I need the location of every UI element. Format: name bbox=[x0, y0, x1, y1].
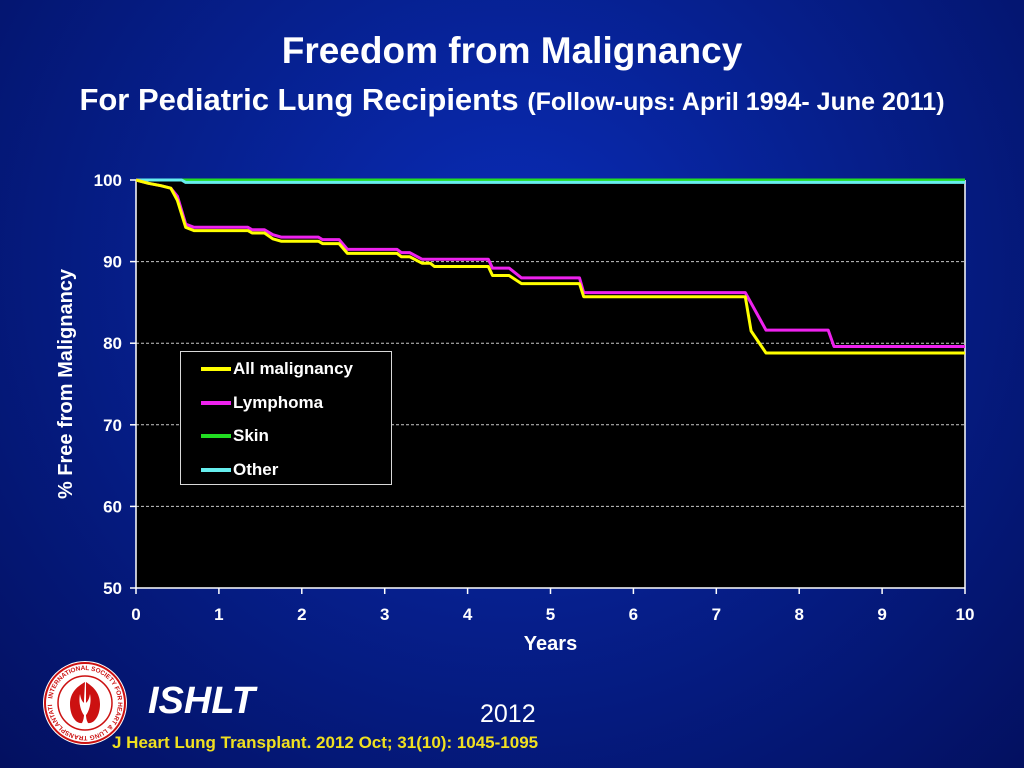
subtitle-detail: (Follow-ups: April 1994- June 2011) bbox=[527, 88, 945, 116]
series-layer bbox=[135, 178, 965, 355]
legend-label: Lymphoma bbox=[233, 393, 324, 412]
x-tick-label: 6 bbox=[629, 605, 638, 624]
y-tick-label: 70 bbox=[103, 416, 122, 435]
citation: J Heart Lung Transplant. 2012 Oct; 31(10… bbox=[112, 733, 539, 752]
legend-item-lymphoma: Lymphoma bbox=[181, 393, 323, 413]
x-tick-label: 8 bbox=[794, 605, 803, 624]
x-tick-label: 4 bbox=[463, 605, 473, 624]
y-axis-label: % Free from Malignancy bbox=[55, 268, 77, 499]
y-tick-label: 90 bbox=[103, 253, 122, 272]
legend-swatch-skin bbox=[201, 434, 231, 438]
legend-label: All malignancy bbox=[233, 359, 353, 378]
x-tick-label: 3 bbox=[380, 605, 389, 624]
x-axis-label: Years bbox=[524, 633, 577, 655]
x-tick-label: 0 bbox=[131, 605, 140, 624]
x-tick-label: 2 bbox=[297, 605, 306, 624]
x-tick-label: 10 bbox=[956, 605, 975, 624]
y-tick-label: 80 bbox=[103, 334, 122, 353]
legend-item-all-malignancy: All malignancy bbox=[181, 359, 353, 379]
axis-layer: 50 60 70 80 90 100 0 1 2 3 4 5 6 7 8 9 10 bbox=[94, 171, 975, 624]
series-line-other bbox=[136, 178, 965, 184]
page-subtitle: For Pediatric Lung Recipients (Follow-up… bbox=[0, 82, 1024, 118]
x-tick-label: 9 bbox=[877, 605, 886, 624]
legend-swatch-all-malignancy bbox=[201, 367, 231, 371]
legend-item-other: Other bbox=[181, 460, 278, 480]
legend-swatch-other bbox=[201, 468, 231, 472]
y-tick-label: 50 bbox=[103, 579, 122, 598]
legend-swatch-lymphoma bbox=[201, 401, 231, 405]
x-tick-label: 5 bbox=[546, 605, 555, 624]
legend-label: Skin bbox=[233, 426, 269, 445]
x-tick-label: 7 bbox=[712, 605, 721, 624]
series-line-all-malignancy bbox=[135, 178, 965, 355]
legend-item-skin: Skin bbox=[181, 426, 269, 446]
publication-year: 2012 bbox=[480, 700, 536, 728]
y-tick-label: 100 bbox=[94, 171, 122, 190]
chart-legend: All malignancy Lymphoma Skin Other bbox=[180, 351, 392, 485]
y-tick-label: 60 bbox=[103, 497, 122, 516]
legend-label: Other bbox=[233, 460, 279, 479]
x-tick-label: 1 bbox=[214, 605, 223, 624]
brand-name: ISHLT bbox=[148, 680, 255, 722]
page-title: Freedom from Malignancy bbox=[281, 30, 743, 71]
subtitle-main: For Pediatric Lung Recipients bbox=[79, 82, 519, 117]
ishlt-logo: INTERNATIONAL SOCIETY FOR HEART & LUNG T… bbox=[42, 660, 127, 745]
